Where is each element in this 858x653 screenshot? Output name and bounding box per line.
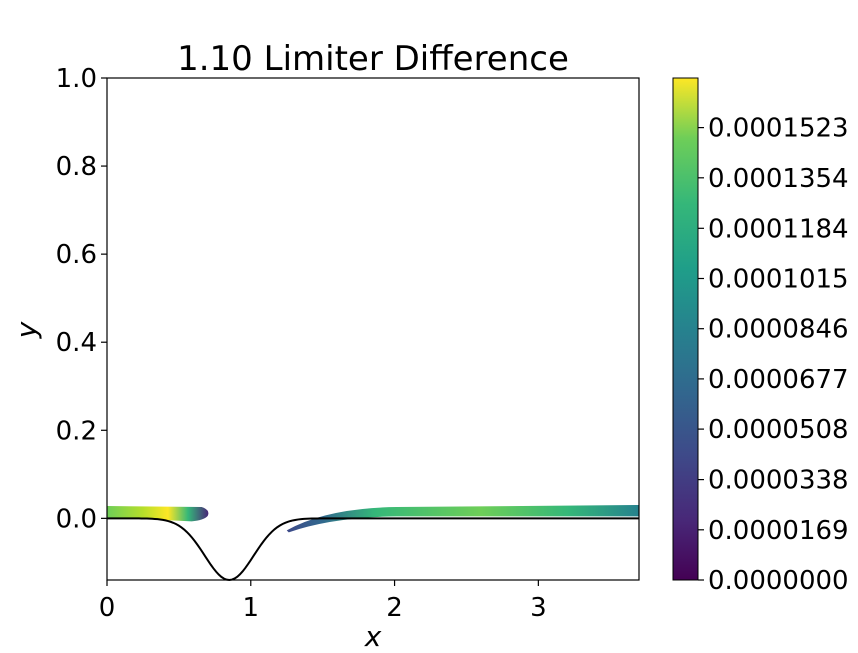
colorbar-tick-label: 0.0001523 (708, 114, 849, 144)
y-tick-label: 0.0 (56, 504, 97, 534)
colorbar-tick-label: 0.0001015 (708, 265, 849, 295)
colorbar-tick-label: 0.0001184 (708, 214, 849, 244)
y-axis-label: y (10, 321, 43, 339)
chart-title: 1.10 Limiter Difference (177, 39, 569, 79)
colorbar-tick-label: 0.0000508 (708, 415, 849, 445)
plot-area: 0 1 2 3 0.0 0.2 0.4 0.6 0.8 1.0 (56, 64, 640, 623)
x-tick-label: 1 (243, 593, 260, 623)
heat-region-right (286, 505, 639, 533)
y-tick-label: 0.8 (56, 152, 97, 182)
bump-curve (107, 517, 639, 582)
colorbar-tick-label: 0.0000846 (708, 315, 849, 345)
y-tick-label: 1.0 (56, 64, 97, 94)
colorbar-tick-label: 0.0000677 (708, 365, 849, 395)
x-tick-label: 2 (386, 593, 403, 623)
colorbar: 0.0000000 0.0000169 0.0000338 0.0000508 0.00… (672, 77, 849, 596)
colorbar-tick-label: 0.0001354 (708, 164, 849, 194)
y-tick-label: 0.4 (56, 328, 97, 358)
colorbar-tick-label: 0.0000338 (708, 466, 849, 496)
plot-frame (106, 77, 640, 581)
x-axis-label: x (364, 620, 382, 653)
colorbar-tick-label: 0.0000169 (708, 516, 849, 546)
x-tick-label: 3 (530, 593, 547, 623)
colorbar-gradient (673, 78, 698, 580)
x-tick-label: 0 (99, 593, 116, 623)
colorbar-tick-label: 0.0000000 (708, 566, 849, 596)
y-tick-label: 0.6 (56, 240, 97, 270)
y-tick-label: 0.2 (56, 416, 97, 446)
